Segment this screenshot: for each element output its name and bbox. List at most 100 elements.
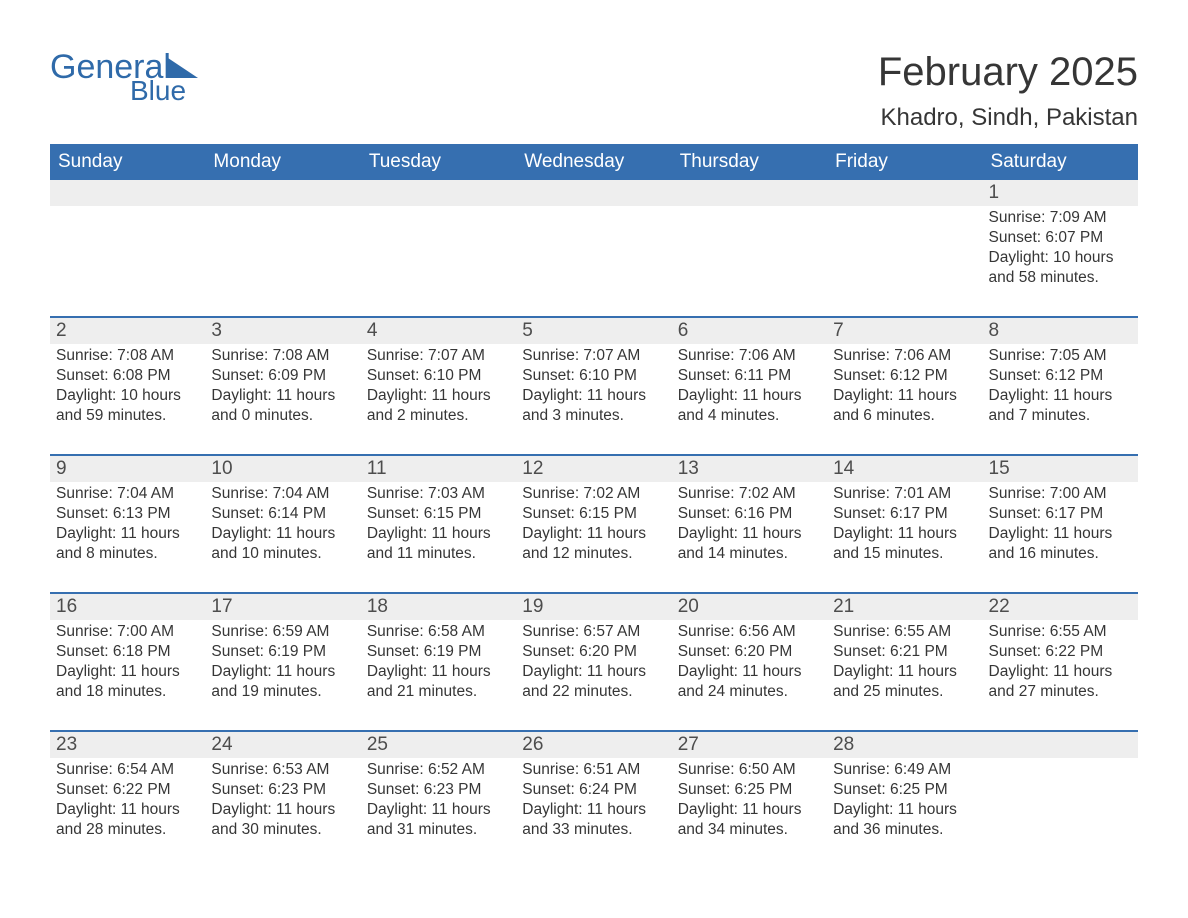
calendar-cell: 16Sunrise: 7:00 AMSunset: 6:18 PMDayligh…	[50, 593, 205, 731]
calendar-week: 1Sunrise: 7:09 AMSunset: 6:07 PMDaylight…	[50, 180, 1138, 317]
sunset-text: Sunset: 6:23 PM	[211, 780, 354, 800]
calendar-cell	[516, 180, 671, 317]
title-block: February 2025 Khadro, Sindh, Pakistan	[878, 50, 1138, 132]
day-number: 2	[50, 318, 205, 344]
calendar-cell: 13Sunrise: 7:02 AMSunset: 6:16 PMDayligh…	[672, 455, 827, 593]
day-content: Sunrise: 6:55 AMSunset: 6:22 PMDaylight:…	[983, 620, 1138, 730]
sunrise-text: Sunrise: 7:09 AM	[989, 208, 1132, 228]
daylight-text: Daylight: 10 hours and 58 minutes.	[989, 248, 1132, 288]
day-content	[983, 758, 1138, 868]
calendar-cell: 3Sunrise: 7:08 AMSunset: 6:09 PMDaylight…	[205, 317, 360, 455]
day-number: 8	[983, 318, 1138, 344]
day-content	[361, 206, 516, 316]
sunset-text: Sunset: 6:09 PM	[211, 366, 354, 386]
day-number: 19	[516, 594, 671, 620]
calendar-page: General Blue February 2025 Khadro, Sindh…	[0, 0, 1188, 918]
calendar-cell: 1Sunrise: 7:09 AMSunset: 6:07 PMDaylight…	[983, 180, 1138, 317]
day-content	[516, 206, 671, 316]
calendar-cell: 15Sunrise: 7:00 AMSunset: 6:17 PMDayligh…	[983, 455, 1138, 593]
day-number	[672, 180, 827, 206]
day-number: 23	[50, 732, 205, 758]
sunrise-text: Sunrise: 7:06 AM	[833, 346, 976, 366]
calendar-cell: 7Sunrise: 7:06 AMSunset: 6:12 PMDaylight…	[827, 317, 982, 455]
sunset-text: Sunset: 6:12 PM	[833, 366, 976, 386]
day-content	[205, 206, 360, 316]
calendar-cell: 14Sunrise: 7:01 AMSunset: 6:17 PMDayligh…	[827, 455, 982, 593]
sunrise-text: Sunrise: 7:02 AM	[678, 484, 821, 504]
sunrise-text: Sunrise: 7:07 AM	[367, 346, 510, 366]
sunrise-text: Sunrise: 7:03 AM	[367, 484, 510, 504]
day-content: Sunrise: 7:01 AMSunset: 6:17 PMDaylight:…	[827, 482, 982, 592]
daylight-text: Daylight: 11 hours and 11 minutes.	[367, 524, 510, 564]
sunrise-text: Sunrise: 7:04 AM	[211, 484, 354, 504]
month-title: February 2025	[878, 50, 1138, 94]
day-number: 7	[827, 318, 982, 344]
day-content: Sunrise: 6:51 AMSunset: 6:24 PMDaylight:…	[516, 758, 671, 868]
day-content: Sunrise: 7:06 AMSunset: 6:12 PMDaylight:…	[827, 344, 982, 454]
sunrise-text: Sunrise: 6:55 AM	[833, 622, 976, 642]
day-number: 5	[516, 318, 671, 344]
day-content: Sunrise: 7:07 AMSunset: 6:10 PMDaylight:…	[516, 344, 671, 454]
day-content: Sunrise: 7:06 AMSunset: 6:11 PMDaylight:…	[672, 344, 827, 454]
daylight-text: Daylight: 11 hours and 15 minutes.	[833, 524, 976, 564]
sunset-text: Sunset: 6:14 PM	[211, 504, 354, 524]
sunset-text: Sunset: 6:22 PM	[56, 780, 199, 800]
daylight-text: Daylight: 11 hours and 24 minutes.	[678, 662, 821, 702]
sunrise-text: Sunrise: 7:00 AM	[989, 484, 1132, 504]
calendar-cell: 9Sunrise: 7:04 AMSunset: 6:13 PMDaylight…	[50, 455, 205, 593]
calendar-cell	[50, 180, 205, 317]
daylight-text: Daylight: 11 hours and 6 minutes.	[833, 386, 976, 426]
calendar-week: 16Sunrise: 7:00 AMSunset: 6:18 PMDayligh…	[50, 593, 1138, 731]
sunrise-text: Sunrise: 6:57 AM	[522, 622, 665, 642]
daylight-text: Daylight: 11 hours and 12 minutes.	[522, 524, 665, 564]
sunrise-text: Sunrise: 6:50 AM	[678, 760, 821, 780]
header-row: General Blue February 2025 Khadro, Sindh…	[50, 50, 1138, 132]
sunrise-text: Sunrise: 7:01 AM	[833, 484, 976, 504]
sunset-text: Sunset: 6:21 PM	[833, 642, 976, 662]
day-number: 11	[361, 456, 516, 482]
sunrise-text: Sunrise: 7:06 AM	[678, 346, 821, 366]
day-content	[50, 206, 205, 316]
daylight-text: Daylight: 11 hours and 25 minutes.	[833, 662, 976, 702]
sunset-text: Sunset: 6:23 PM	[367, 780, 510, 800]
dow-sunday: Sunday	[50, 144, 205, 180]
day-content: Sunrise: 6:58 AMSunset: 6:19 PMDaylight:…	[361, 620, 516, 730]
dow-thursday: Thursday	[672, 144, 827, 180]
daylight-text: Daylight: 11 hours and 19 minutes.	[211, 662, 354, 702]
daylight-text: Daylight: 11 hours and 16 minutes.	[989, 524, 1132, 564]
calendar-cell: 20Sunrise: 6:56 AMSunset: 6:20 PMDayligh…	[672, 593, 827, 731]
sunrise-text: Sunrise: 6:53 AM	[211, 760, 354, 780]
calendar-cell: 21Sunrise: 6:55 AMSunset: 6:21 PMDayligh…	[827, 593, 982, 731]
day-content: Sunrise: 7:03 AMSunset: 6:15 PMDaylight:…	[361, 482, 516, 592]
day-content: Sunrise: 6:52 AMSunset: 6:23 PMDaylight:…	[361, 758, 516, 868]
sunset-text: Sunset: 6:17 PM	[833, 504, 976, 524]
calendar-week: 2Sunrise: 7:08 AMSunset: 6:08 PMDaylight…	[50, 317, 1138, 455]
day-content	[827, 206, 982, 316]
sunset-text: Sunset: 6:20 PM	[522, 642, 665, 662]
calendar-cell	[672, 180, 827, 317]
calendar-cell: 17Sunrise: 6:59 AMSunset: 6:19 PMDayligh…	[205, 593, 360, 731]
day-content: Sunrise: 7:04 AMSunset: 6:14 PMDaylight:…	[205, 482, 360, 592]
sunset-text: Sunset: 6:24 PM	[522, 780, 665, 800]
day-content: Sunrise: 6:56 AMSunset: 6:20 PMDaylight:…	[672, 620, 827, 730]
day-number	[361, 180, 516, 206]
calendar-cell: 27Sunrise: 6:50 AMSunset: 6:25 PMDayligh…	[672, 731, 827, 868]
calendar-cell	[983, 731, 1138, 868]
brand-logo: General Blue	[50, 50, 210, 105]
day-content: Sunrise: 7:08 AMSunset: 6:08 PMDaylight:…	[50, 344, 205, 454]
sunset-text: Sunset: 6:15 PM	[367, 504, 510, 524]
daylight-text: Daylight: 11 hours and 31 minutes.	[367, 800, 510, 840]
dow-saturday: Saturday	[983, 144, 1138, 180]
calendar-cell: 18Sunrise: 6:58 AMSunset: 6:19 PMDayligh…	[361, 593, 516, 731]
sunset-text: Sunset: 6:12 PM	[989, 366, 1132, 386]
calendar-table: Sunday Monday Tuesday Wednesday Thursday…	[50, 144, 1138, 868]
location-subtitle: Khadro, Sindh, Pakistan	[878, 104, 1138, 132]
day-content: Sunrise: 7:09 AMSunset: 6:07 PMDaylight:…	[983, 206, 1138, 316]
day-content: Sunrise: 7:05 AMSunset: 6:12 PMDaylight:…	[983, 344, 1138, 454]
calendar-cell: 10Sunrise: 7:04 AMSunset: 6:14 PMDayligh…	[205, 455, 360, 593]
day-number: 9	[50, 456, 205, 482]
day-content	[672, 206, 827, 316]
sunset-text: Sunset: 6:10 PM	[367, 366, 510, 386]
daylight-text: Daylight: 11 hours and 18 minutes.	[56, 662, 199, 702]
daylight-text: Daylight: 10 hours and 59 minutes.	[56, 386, 199, 426]
